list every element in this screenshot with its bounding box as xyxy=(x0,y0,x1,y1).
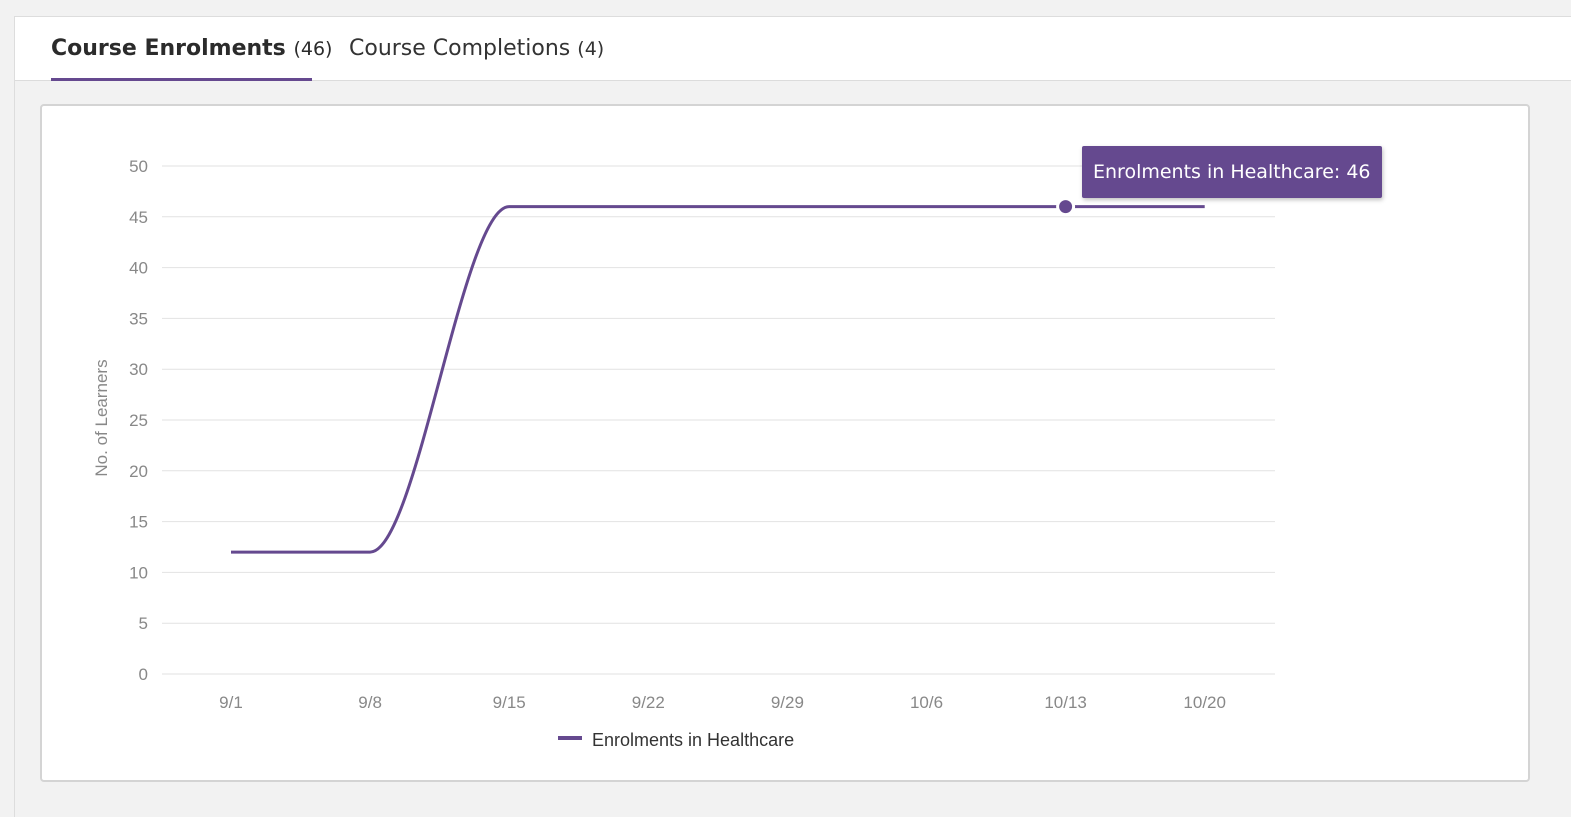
y-tick-label: 10 xyxy=(129,563,148,582)
legend-label: Enrolments in Healthcare xyxy=(592,730,794,750)
highlighted-data-point xyxy=(1056,197,1076,217)
x-tick-label: 10/20 xyxy=(1183,693,1226,712)
tab-label: Course Completions xyxy=(349,36,571,61)
y-tick-label: 0 xyxy=(139,665,148,684)
x-tick-label: 9/1 xyxy=(219,693,243,712)
tab-count: (46) xyxy=(293,38,333,60)
legend-swatch xyxy=(558,736,582,740)
x-tick-label: 10/13 xyxy=(1044,693,1087,712)
y-tick-label: 15 xyxy=(129,513,148,532)
tab-course-completions[interactable]: Course Completions (4) xyxy=(349,17,604,81)
y-tick-label: 35 xyxy=(129,309,148,328)
y-tick-label: 25 xyxy=(129,411,148,430)
tab-count: (4) xyxy=(577,38,605,60)
x-tick-label: 9/8 xyxy=(358,693,382,712)
x-tick-label: 9/15 xyxy=(493,693,526,712)
x-tick-label: 10/6 xyxy=(910,693,943,712)
y-tick-label: 5 xyxy=(139,614,148,633)
chart-tooltip: Enrolments in Healthcare: 46 xyxy=(1082,146,1382,198)
tab-label: Course Enrolments xyxy=(51,36,286,61)
y-tick-label: 40 xyxy=(129,259,148,278)
y-axis-title: No. of Learners xyxy=(92,359,111,476)
y-tick-label: 50 xyxy=(129,157,148,176)
y-tick-label: 30 xyxy=(129,360,148,379)
y-tick-label: 20 xyxy=(129,462,148,481)
tab-course-enrolments[interactable]: Course Enrolments (46) xyxy=(51,17,332,81)
x-tick-label: 9/22 xyxy=(632,693,665,712)
y-tick-label: 45 xyxy=(129,208,148,227)
series-line xyxy=(231,205,1205,554)
x-tick-label: 9/29 xyxy=(771,693,804,712)
tab-bar: Course Enrolments (46) Course Completion… xyxy=(15,17,1571,81)
